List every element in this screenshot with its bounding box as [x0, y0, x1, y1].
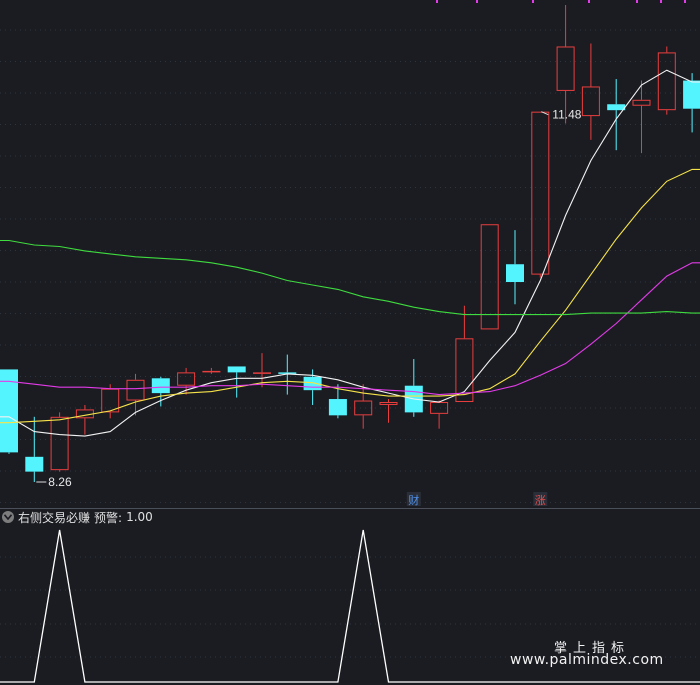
candle-body — [303, 376, 322, 391]
candle[interactable] — [202, 367, 221, 374]
candle[interactable] — [25, 416, 44, 482]
top-edge-tick — [660, 0, 662, 3]
candle-body — [683, 80, 700, 109]
candle-body — [227, 366, 246, 373]
event-marker-label: 财 — [408, 493, 419, 507]
candle-body — [354, 400, 373, 416]
candle[interactable] — [151, 376, 170, 407]
signal-line — [0, 529, 700, 683]
candle[interactable] — [278, 354, 297, 395]
top-edge-tick — [532, 0, 534, 3]
candle-body — [253, 372, 271, 374]
candle[interactable] — [126, 373, 145, 416]
candle-body — [202, 370, 221, 373]
candle[interactable] — [506, 230, 524, 305]
candle-body — [632, 99, 651, 106]
candle[interactable] — [581, 43, 600, 140]
candle-body — [581, 86, 600, 117]
candle-body — [455, 338, 474, 403]
indicator-name: 右侧交易必赚 — [18, 510, 91, 525]
candle[interactable] — [480, 224, 499, 330]
top-edge-tick — [436, 0, 438, 3]
candle[interactable] — [253, 353, 271, 388]
event-marker[interactable]: 财 — [406, 492, 421, 507]
top-edge-tick — [588, 0, 590, 3]
candle[interactable] — [657, 46, 676, 115]
candle[interactable] — [683, 73, 700, 133]
top-edge-tick — [636, 0, 638, 3]
ma60-line — [0, 239, 700, 316]
candle-body — [379, 402, 398, 405]
indicator-value: 1.00 — [126, 510, 153, 524]
candle-body — [50, 416, 69, 471]
event-marker[interactable]: 涨 — [533, 492, 548, 507]
candle-body — [126, 379, 145, 401]
watermark-cn: 掌上指标 — [554, 641, 631, 656]
candle-body — [480, 224, 499, 330]
candle[interactable] — [632, 80, 651, 154]
top-edge-tick — [476, 0, 478, 3]
candle[interactable] — [607, 79, 626, 151]
candle-body — [0, 369, 18, 453]
price-pane[interactable]: 11.48 8.26 财 涨 — [0, 0, 700, 507]
candle-body — [531, 111, 550, 275]
indicator-header: 右侧交易必赚 预警: 1.00 — [2, 509, 153, 525]
event-marker-label: 涨 — [535, 494, 546, 507]
high-price-label: 11.48 — [552, 108, 581, 122]
candle[interactable] — [50, 412, 69, 472]
candle-body — [151, 378, 170, 394]
indicator-value-label: 预警: — [94, 510, 123, 525]
event-marker-box — [533, 492, 548, 506]
chevron-down-icon[interactable] — [2, 511, 14, 523]
candle[interactable] — [227, 366, 246, 398]
top-edge-tick — [684, 0, 686, 3]
candle-body — [328, 399, 347, 416]
indicator-pane[interactable] — [0, 529, 700, 683]
candle[interactable] — [0, 369, 18, 454]
candle-body — [556, 46, 575, 91]
candle[interactable] — [455, 305, 474, 403]
candle-body — [657, 52, 676, 111]
candle-body — [607, 104, 626, 111]
price-grid — [0, 29, 700, 503]
ma5-line — [0, 69, 700, 437]
candle-body — [278, 372, 297, 374]
candle-body — [177, 372, 196, 386]
ma10-line — [0, 168, 700, 424]
candle[interactable] — [556, 5, 575, 124]
candle-body — [506, 264, 524, 283]
high-pointer — [541, 111, 549, 116]
low-price-label: 8.26 — [48, 475, 72, 489]
event-marker-box — [406, 492, 421, 506]
ma20-line — [0, 262, 700, 396]
candle[interactable] — [379, 399, 398, 423]
candle[interactable] — [531, 111, 550, 278]
candle-body — [25, 456, 44, 472]
watermark-url: www.palmindex.com — [510, 652, 664, 668]
